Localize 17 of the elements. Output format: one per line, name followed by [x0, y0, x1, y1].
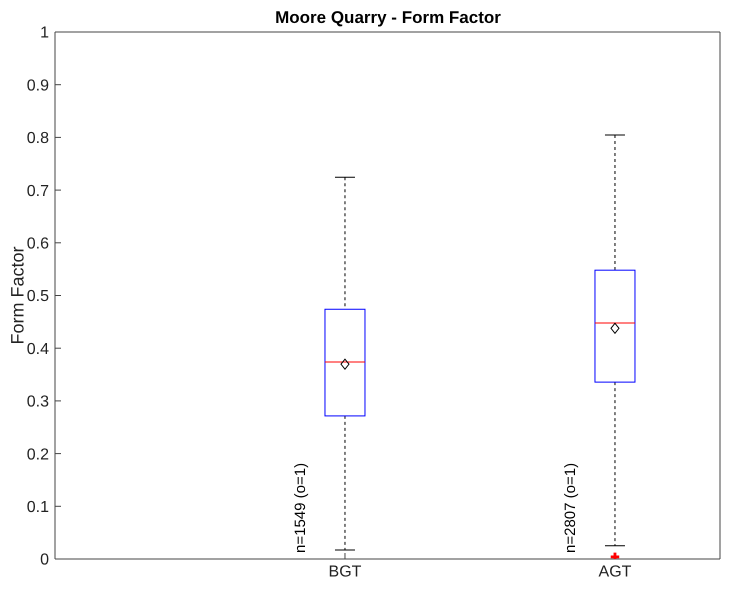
y-tick-label: 0.7 — [26, 182, 50, 200]
y-tick-label: 0.3 — [26, 394, 50, 411]
y-tick-label: 1 — [40, 24, 50, 42]
y-tick-label: 0 — [40, 552, 50, 569]
y-tick-label: 0.1 — [26, 498, 50, 516]
x-tick-label: AGT — [598, 563, 632, 580]
y-axis-title: Form Factor — [7, 246, 28, 345]
y-tick-label: 0.2 — [26, 446, 50, 464]
y-tick-label: 0.9 — [26, 77, 50, 94]
y-tick-label: 0.5 — [26, 288, 50, 306]
y-tick-label: 0.8 — [26, 130, 50, 148]
chart-title: Moore Quarry - Form Factor — [274, 8, 502, 28]
annotation: n=1549 (o=1) — [292, 462, 309, 553]
y-tick-label: 0.6 — [26, 235, 50, 252]
annotation: n=2807 (o=1) — [562, 462, 579, 553]
y-tick-label: 0.4 — [26, 340, 50, 358]
x-tick-label: BGT — [328, 563, 362, 580]
